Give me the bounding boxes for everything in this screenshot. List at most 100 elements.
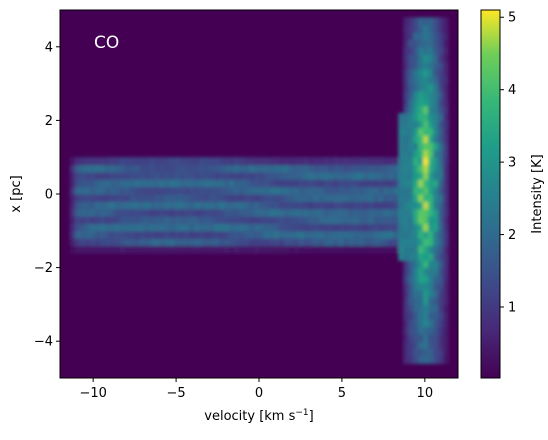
heatmap-cell <box>428 311 434 320</box>
heatmap-cell <box>403 304 409 313</box>
x-axis: −10 −5 0 5 10 <box>79 378 433 401</box>
heatmap-cell <box>94 164 101 173</box>
heatmap-cell <box>84 245 91 254</box>
heatmap-cell <box>328 201 335 210</box>
heatmap-cell <box>109 186 116 195</box>
heatmap-cell <box>433 76 439 85</box>
heatmap-cell <box>383 223 389 232</box>
heatmap-cell <box>403 135 409 144</box>
heatmap-cell <box>363 171 370 180</box>
heatmap-cell <box>278 179 285 188</box>
heatmap-cell <box>438 326 444 335</box>
heatmap-cell <box>398 230 404 239</box>
heatmap-cell <box>224 157 230 166</box>
heatmap-cell <box>408 113 414 121</box>
heatmap-cell <box>74 238 81 247</box>
heatmap-cell <box>413 61 419 70</box>
heatmap-cell <box>144 245 151 254</box>
heatmap-cell <box>79 201 86 210</box>
heatmap-cell <box>443 326 449 335</box>
heatmap-cell <box>124 171 131 180</box>
heatmap-cell <box>338 186 345 195</box>
heatmap-cell <box>204 157 210 166</box>
heatmap-cell <box>149 223 156 232</box>
heatmap-cell <box>154 194 161 202</box>
heatmap-cell <box>433 24 439 33</box>
heatmap-cell <box>209 171 215 180</box>
heatmap-cell <box>403 54 409 63</box>
heatmap-cell <box>214 194 220 202</box>
heatmap-cell <box>204 171 210 180</box>
heatmap-cell <box>428 238 434 247</box>
heatmap-cell <box>79 171 86 180</box>
heatmap-cell <box>114 223 121 232</box>
heatmap-cell <box>234 171 240 180</box>
heatmap-cell <box>159 238 166 247</box>
heatmap-cell <box>428 17 434 26</box>
heatmap-cell <box>363 238 370 247</box>
heatmap-cell <box>104 194 111 202</box>
heatmap-cell <box>443 194 449 202</box>
heatmap-cell <box>84 238 91 247</box>
heatmap-cell <box>388 223 394 232</box>
heatmap-cell <box>139 216 146 225</box>
heatmap-cell <box>263 164 270 173</box>
heatmap-cell <box>209 223 215 232</box>
heatmap-cell <box>298 208 305 217</box>
heatmap-cell <box>418 208 424 217</box>
heatmap-cell <box>154 157 161 166</box>
heatmap-cell <box>443 32 449 41</box>
heatmap-cell <box>443 68 449 77</box>
heatmap-cell <box>174 186 181 195</box>
heatmap-cell <box>234 186 240 195</box>
heatmap-cell <box>363 223 370 232</box>
heatmap-cell <box>348 186 355 195</box>
heatmap-cell <box>433 17 439 26</box>
heatmap-cell <box>144 201 151 210</box>
heatmap-cell <box>323 179 330 188</box>
heatmap-cell <box>259 245 265 254</box>
heatmap-cell <box>438 348 444 357</box>
heatmap-cell <box>283 245 290 254</box>
heatmap-cell <box>423 355 429 364</box>
heatmap-cell <box>333 216 340 225</box>
heatmap-cell <box>249 216 255 225</box>
heatmap-cell <box>318 245 325 254</box>
heatmap-cell <box>398 113 404 121</box>
heatmap-cell <box>428 32 434 41</box>
heatmap-cell <box>84 179 91 188</box>
heatmap-cell <box>428 135 434 144</box>
heatmap-cell <box>343 230 350 239</box>
heatmap-cell <box>413 238 419 247</box>
heatmap-cell <box>408 230 414 239</box>
heatmap-cell <box>413 157 419 166</box>
heatmap-cell <box>244 186 250 195</box>
heatmap-cell <box>149 216 156 225</box>
heatmap-cell <box>418 32 424 41</box>
heatmap-cell <box>388 216 394 225</box>
heatmap-cell <box>204 201 210 210</box>
heatmap-cell <box>283 201 290 210</box>
heatmap-cell <box>194 164 200 173</box>
heatmap-cell <box>89 238 96 247</box>
heatmap-cell <box>318 216 325 225</box>
heatmap-cell <box>278 186 285 195</box>
heatmap-cell <box>428 245 434 254</box>
heatmap-cell <box>79 230 86 239</box>
heatmap-cell <box>169 157 176 166</box>
heatmap-cell <box>443 76 449 85</box>
heatmap-cell <box>443 304 449 313</box>
heatmap-cell <box>149 238 156 247</box>
heatmap-cell <box>293 157 300 166</box>
heatmap-cell <box>94 216 101 225</box>
heatmap-cell <box>338 238 345 247</box>
heatmap-cell <box>303 230 310 239</box>
y-axis-label: x [pc] <box>9 175 24 212</box>
heatmap-cell <box>333 208 340 217</box>
heatmap-cell <box>418 46 424 55</box>
heatmap-cell <box>403 333 409 342</box>
heatmap-cell <box>403 348 409 357</box>
y-tick-label: −4 <box>34 335 53 350</box>
heatmap-cell <box>84 157 91 166</box>
heatmap-cell <box>433 127 439 136</box>
